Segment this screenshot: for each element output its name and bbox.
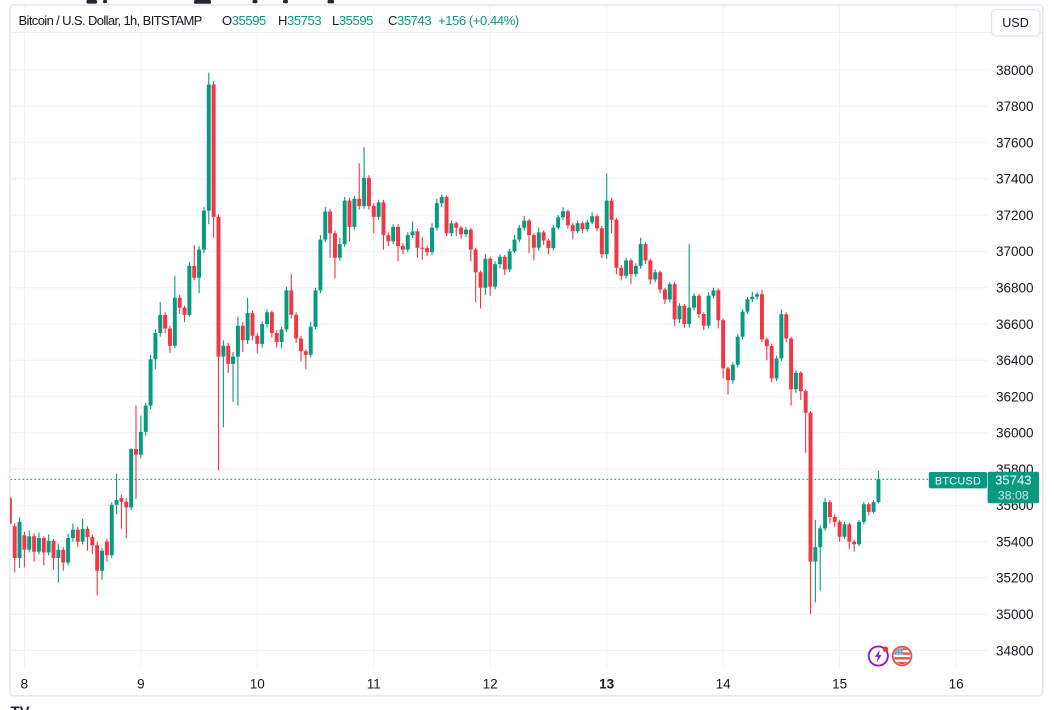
svg-text:36800: 36800 <box>996 281 1034 296</box>
svg-text:16: 16 <box>949 676 964 691</box>
svg-text:BTCUSD: BTCUSD <box>935 476 981 488</box>
svg-text:35200: 35200 <box>996 571 1034 586</box>
svg-text:35743: 35743 <box>995 472 1032 487</box>
svg-text:12: 12 <box>483 676 498 691</box>
svg-text:O35595: O35595 <box>222 13 266 28</box>
svg-text:+156 (+0.44%): +156 (+0.44%) <box>438 13 519 28</box>
svg-text:36600: 36600 <box>996 317 1034 332</box>
svg-text:37000: 37000 <box>996 244 1034 259</box>
svg-text:36000: 36000 <box>996 426 1034 441</box>
svg-text:37200: 37200 <box>996 208 1034 223</box>
svg-text:C35743: C35743 <box>388 13 431 28</box>
svg-text:8: 8 <box>21 676 29 691</box>
svg-text:Bitcoin / U.S. Dollar, 1h, BIT: Bitcoin / U.S. Dollar, 1h, BITSTAMP <box>19 13 202 28</box>
svg-text:USD: USD <box>1002 16 1029 30</box>
svg-text:TV: TV <box>11 704 30 710</box>
svg-text:38:08: 38:08 <box>998 489 1029 503</box>
svg-text:13: 13 <box>599 676 615 691</box>
svg-text:38000: 38000 <box>996 63 1034 78</box>
svg-text:15: 15 <box>832 676 847 691</box>
svg-text:L35595: L35595 <box>332 13 373 28</box>
svg-text:H35753: H35753 <box>278 13 321 28</box>
svg-text:37800: 37800 <box>996 99 1034 114</box>
svg-text:10: 10 <box>250 676 265 691</box>
svg-text:9: 9 <box>137 676 145 691</box>
svg-text:36200: 36200 <box>996 389 1034 404</box>
svg-text:14: 14 <box>716 676 732 691</box>
svg-text:37600: 37600 <box>996 135 1034 150</box>
svg-text:34800: 34800 <box>996 643 1034 658</box>
svg-text:35000: 35000 <box>996 607 1034 622</box>
svg-text:36400: 36400 <box>996 353 1034 368</box>
svg-text:11: 11 <box>367 676 381 691</box>
svg-text:35400: 35400 <box>996 534 1034 549</box>
svg-text:37400: 37400 <box>996 172 1034 187</box>
